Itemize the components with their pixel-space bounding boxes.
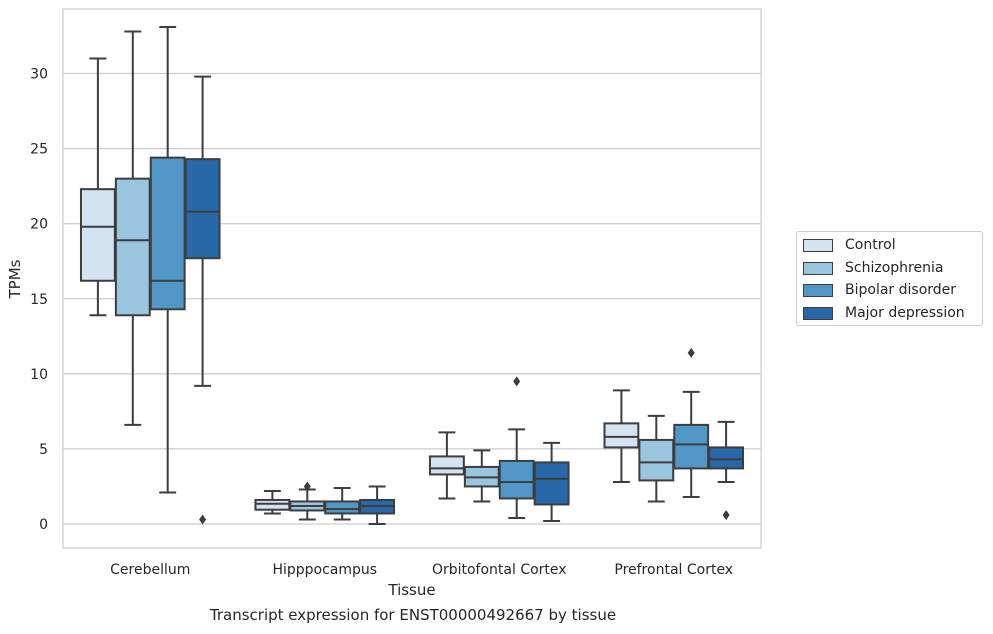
- box-iqr: [254, 498, 291, 511]
- box-iqr: [638, 438, 675, 482]
- box-iqr: [673, 423, 710, 470]
- boxes-layer: [79, 26, 745, 525]
- legend-swatch-schizophrenia: [803, 261, 833, 275]
- y-tick-label: 10: [30, 367, 48, 383]
- box-schizophrenia: [114, 30, 151, 426]
- outlier-point: [303, 481, 311, 492]
- y-tick-label: 5: [39, 442, 48, 458]
- box-schizophrenia: [463, 449, 500, 503]
- outlier-point: [513, 376, 521, 387]
- box-iqr: [428, 455, 465, 476]
- legend-item-major-depression: Major depression: [803, 304, 965, 322]
- box-major-depression: [708, 420, 745, 520]
- box-iqr: [114, 177, 151, 317]
- box-bipolar-disorder: [673, 347, 710, 498]
- legend-label-bipolar-disorder: Bipolar disorder: [845, 282, 957, 298]
- box-control: [254, 489, 291, 515]
- outlier-point: [199, 514, 207, 525]
- box-iqr: [79, 188, 116, 282]
- legend-label-major-depression: Major depression: [845, 305, 965, 321]
- box-major-depression: [359, 485, 396, 525]
- box-iqr: [708, 446, 745, 470]
- legend-label-schizophrenia: Schizophrenia: [845, 260, 944, 276]
- legend-label-control: Control: [845, 237, 896, 253]
- legend-swatch-control: [803, 238, 833, 252]
- box-schizophrenia: [638, 414, 675, 503]
- y-tick-label: 0: [39, 517, 48, 533]
- legend-item-control: Control: [803, 236, 896, 254]
- box-iqr: [603, 422, 640, 449]
- x-axis-label: Tissue: [387, 581, 435, 599]
- box-iqr: [149, 156, 186, 311]
- y-tick-label: 25: [30, 142, 48, 158]
- legend-item-schizophrenia: Schizophrenia: [803, 259, 943, 277]
- y-tick-label: 30: [30, 67, 48, 83]
- box-major-depression: [184, 75, 221, 525]
- plot-frame: [62, 8, 762, 549]
- box-iqr: [498, 459, 535, 500]
- box-control: [428, 431, 465, 500]
- x-tick-labels: Cerebellum Hipppocampus Orbitofontal Corte…: [110, 562, 733, 578]
- box-iqr: [324, 500, 361, 515]
- legend-item-bipolar-disorder: Bipolar disorder: [803, 281, 956, 299]
- box-control: [603, 389, 640, 483]
- legend-swatch-major-depression: [803, 306, 833, 320]
- y-tick-labels: 0 5 10 15 20 25 30: [30, 67, 48, 533]
- box-schizophrenia: [289, 481, 326, 521]
- x-tick-label: Orbitofontal Cortex: [432, 562, 567, 578]
- box-iqr: [184, 158, 221, 260]
- outlier-point: [687, 347, 695, 358]
- x-tick-label: Cerebellum: [110, 562, 190, 578]
- y-tick-label: 15: [30, 292, 48, 308]
- y-axis-label: TPMs: [6, 259, 24, 299]
- box-bipolar-disorder: [498, 376, 535, 519]
- legend-swatch-bipolar-disorder: [803, 283, 833, 297]
- chart-caption: Transcript expression for ENST0000049266…: [209, 606, 617, 624]
- x-tick-label: Hipppocampus: [272, 562, 377, 578]
- y-tick-label: 20: [30, 217, 48, 233]
- box-bipolar-disorder: [324, 486, 361, 521]
- box-iqr: [533, 461, 570, 506]
- box-control: [79, 57, 116, 317]
- legend: Control Schizophrenia Bipolar disorder M…: [796, 231, 983, 326]
- x-tick-label: Prefrontal Cortex: [614, 562, 733, 578]
- box-major-depression: [533, 441, 570, 522]
- outlier-point: [722, 509, 730, 520]
- box-bipolar-disorder: [149, 26, 186, 494]
